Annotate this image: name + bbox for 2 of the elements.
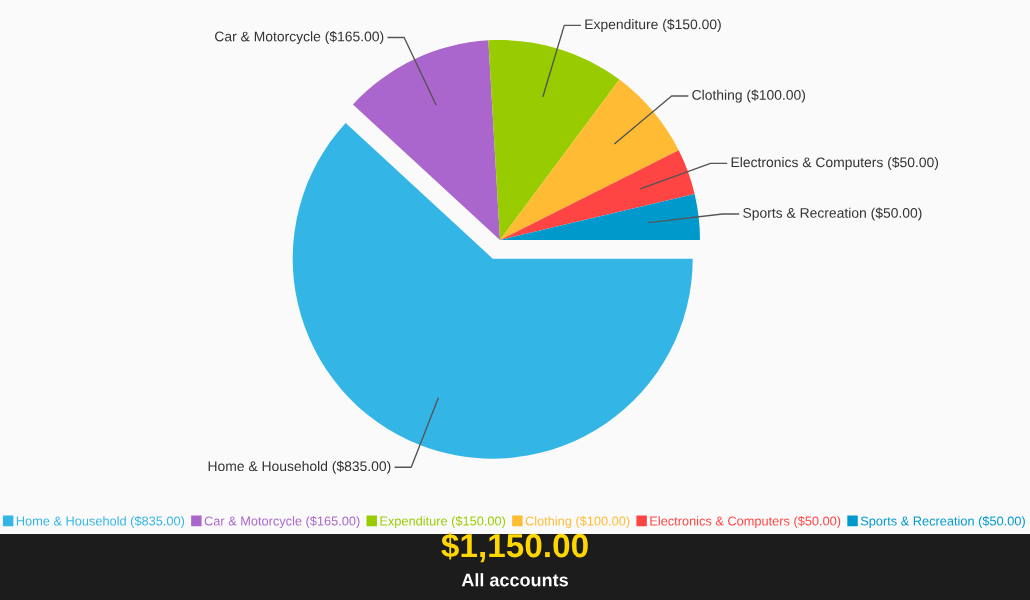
- text: All accounts: [461, 573, 568, 587]
- text: $1,150.00: [441, 532, 588, 563]
